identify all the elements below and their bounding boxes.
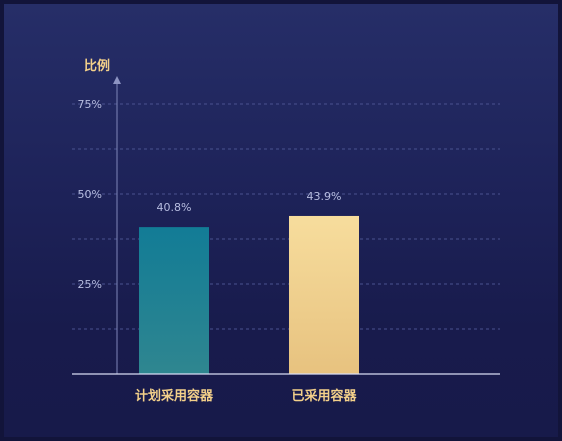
bars xyxy=(139,215,359,374)
data-label: 40.8% xyxy=(157,201,192,214)
bar xyxy=(289,215,359,374)
y-tick-labels: 25% 50% 75% xyxy=(78,98,102,291)
category-label: 已采用容器 xyxy=(291,388,357,404)
y-axis-title: 比例 xyxy=(84,58,110,74)
y-axis-arrow xyxy=(113,76,121,84)
category-labels: 计划采用容器 已采用容器 xyxy=(135,388,358,404)
y-tick-label: 75% xyxy=(78,98,102,111)
category-label: 计划采用容器 xyxy=(135,388,214,404)
gridlines xyxy=(72,103,500,330)
bar-chart: 比例 25% 50% 75% 40.8% 43.9% 计划采用容器 已采用容器 xyxy=(72,58,500,404)
data-label: 43.9% xyxy=(307,190,342,203)
y-tick-label: 50% xyxy=(78,188,102,201)
bar xyxy=(139,227,209,374)
y-tick-label: 25% xyxy=(78,278,102,291)
data-labels: 40.8% 43.9% xyxy=(157,190,342,214)
